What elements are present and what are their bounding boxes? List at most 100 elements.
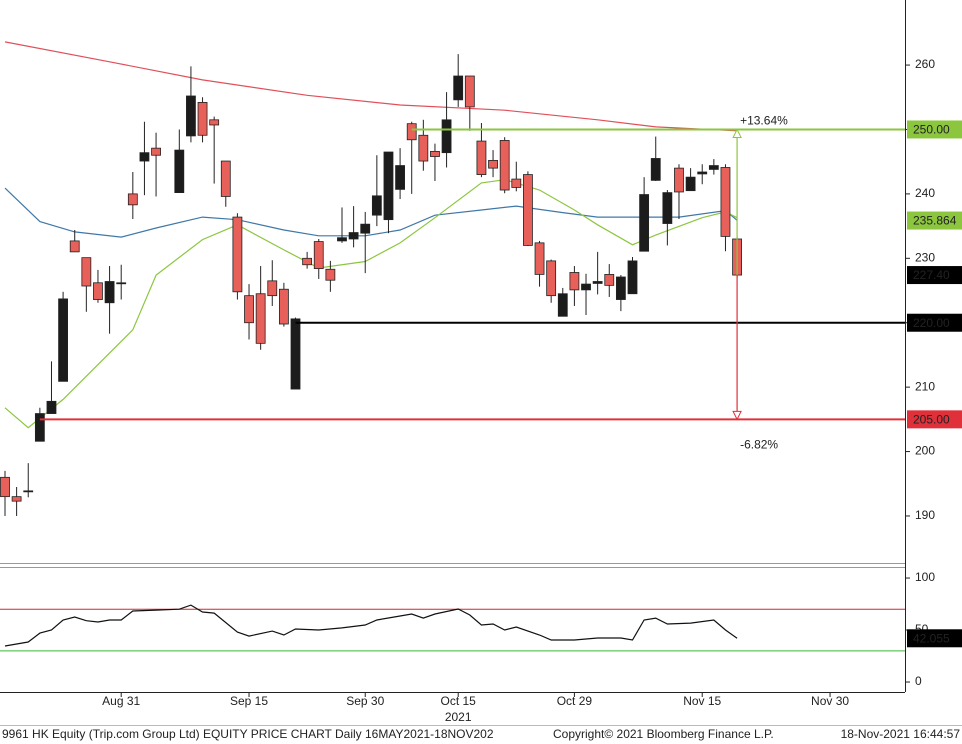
x-tick-label: Sep 30 [346,694,384,708]
candle-body [313,241,324,270]
candle-body [104,281,115,304]
candle-body [0,476,10,498]
candle-body [604,274,615,286]
candle-body [464,75,475,108]
candle-body [383,151,394,221]
candle-body [360,223,371,234]
level-label: 220.00 [913,316,950,330]
candle-body [441,119,452,154]
candle-body [499,140,510,191]
candle-body [325,268,336,281]
rsi-line [4,604,738,647]
candle-body [116,282,127,285]
candle-body [708,165,719,170]
footer-right: 18-Nov-2021 16:44:57 [841,727,961,741]
candle-body [11,496,22,502]
candle-body [93,282,103,300]
y-tick-label: 0 [915,674,922,688]
candle-body [197,102,208,136]
change-label: -6.82% [740,438,778,452]
price-label: 227.40 [913,268,950,282]
candle-body [255,293,266,344]
candle-body [81,257,92,287]
x-tick-label: Oct 29 [557,694,593,708]
candle-body [406,123,417,141]
candle-body [615,276,626,300]
candle-body [430,150,440,157]
candle-body [674,167,684,193]
last-value-label-box [907,629,962,648]
candle-body [34,413,45,442]
candle-body [395,165,405,190]
candle-body [534,242,545,275]
candle-body [58,298,68,382]
candle-body [685,176,696,192]
x-year-label: 2021 [445,710,472,724]
candle-body [220,160,231,197]
candle-body [557,293,568,317]
arrow-head [732,410,742,421]
y-tick-label: 260 [915,57,935,71]
level-label: 250.00 [913,123,950,137]
candle-body [697,171,708,175]
candle-body [546,260,557,297]
change-label: +13.64% [740,114,788,128]
level-label-box [907,410,962,429]
candle-body [139,152,150,162]
candle-body [151,147,161,156]
moving-average [4,41,738,132]
x-tick-label: Sep 15 [230,694,268,708]
price-label-box [907,211,962,230]
candle-body [244,295,254,324]
candle-body [476,140,487,175]
candle-body [581,283,591,291]
candle-body [511,178,522,188]
candle-body [371,195,382,216]
price-label-box [907,266,962,285]
candle-body [488,159,498,169]
candle-body [453,75,464,101]
y-tick-label: 240 [915,186,935,200]
moving-average [4,187,738,238]
footer-center: Copyright© 2021 Bloomberg Finance L.P. [553,727,774,741]
last-value-label: 42.055 [913,631,950,645]
candle-body [592,281,603,284]
x-tick-label: Nov 15 [683,694,721,708]
candle-body [639,194,650,252]
level-label-box [907,313,962,332]
candle-body [174,149,185,194]
price-label: 235.864 [913,214,957,228]
y-tick-label: 230 [915,250,935,264]
candle-body [650,158,661,181]
candle-body [69,240,80,253]
candle-body [209,119,220,126]
candle-body [186,95,196,137]
footer-left: 9961 HK Equity (Trip.com Group Ltd) EQUI… [2,727,494,741]
candle-body [523,174,533,246]
candle-body [302,257,313,266]
level-label-box [907,120,962,139]
candle-body [662,192,673,224]
y-tick-label: 210 [915,379,935,393]
candle-body [569,272,580,291]
candle-body [348,232,359,240]
y-tick-label: 200 [915,444,935,458]
candle-body [232,216,243,293]
x-tick-label: Nov 30 [811,694,849,708]
candle-body [720,167,731,237]
candle-body [23,490,34,493]
arrow-head [732,128,742,138]
candle-body [418,134,429,162]
candle-body [267,280,278,297]
y-tick-label: 190 [915,508,935,522]
candle-body [127,193,138,206]
x-tick-label: Oct 15 [441,694,477,708]
candle-body [46,400,57,414]
candle-body [627,260,638,295]
y-tick-label: 100 [915,570,935,584]
candle-body [278,288,289,325]
level-label: 205.00 [913,413,950,427]
candle-body [290,318,301,390]
